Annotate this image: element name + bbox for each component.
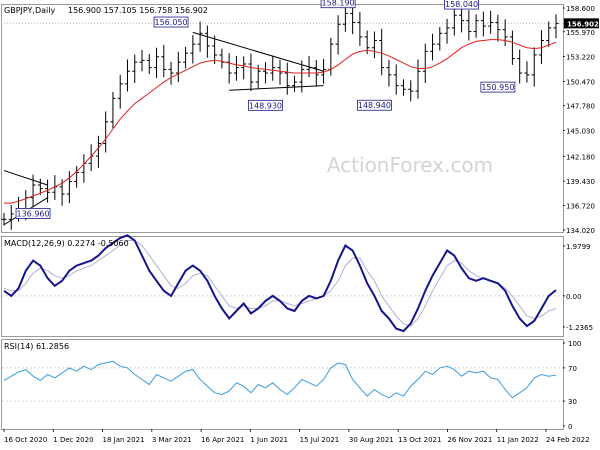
price-annotations: 156.050 158.190 158.040 136.960 148.930 148.9… bbox=[15, 0, 516, 219]
price-y-axis: 158.600 155.970 153.220 150.470 147.780 145.0… bbox=[563, 5, 599, 235]
annotation-box bbox=[480, 81, 516, 93]
moving-average-line bbox=[4, 39, 557, 204]
annotation-label: 136.960 bbox=[17, 209, 50, 218]
y-tick-label: 136.720 bbox=[566, 203, 595, 211]
rsi-line bbox=[3, 360, 557, 399]
x-tick-label: 3 Mar 2021 bbox=[152, 436, 192, 444]
annotation-box bbox=[15, 208, 51, 219]
x-tick-label: 1 Dec 2020 bbox=[53, 436, 93, 444]
price-panel-title: GBPJPY,Daily bbox=[4, 6, 55, 15]
annotation-label: 150.950 bbox=[481, 83, 514, 92]
x-axis: 16 Oct 2020 1 Dec 2020 18 Jan 2021 3 Mar 20… bbox=[3, 429, 590, 444]
x-tick-label: 18 Jan 2021 bbox=[103, 436, 145, 444]
annotation-label: 148.940 bbox=[358, 101, 391, 110]
macd-panel bbox=[2, 234, 563, 333]
annotation-box bbox=[248, 99, 283, 111]
ohlc-readout: 156.900 157.105 156.758 156.902 bbox=[68, 6, 208, 15]
x-tick-label: 1 Jun 2021 bbox=[250, 436, 288, 444]
rsi-panel-frame bbox=[1, 339, 564, 430]
x-tick-label: 16 Oct 2020 bbox=[4, 436, 47, 444]
y-tick-label: 142.180 bbox=[566, 153, 595, 161]
price-panel: 156.050 158.190 158.040 136.960 148.930 148.9… bbox=[1, 0, 563, 230]
y-tick-label: 158.600 bbox=[566, 5, 595, 13]
x-tick-label: 26 Nov 2021 bbox=[447, 436, 492, 444]
annotation-box bbox=[153, 16, 189, 28]
annotation-box bbox=[357, 99, 392, 111]
rsi-panel-title: RSI(14) 61.2856 bbox=[4, 342, 69, 351]
rsi-y-axis: 100 70 30 0 bbox=[563, 340, 581, 431]
y-tick-label: 1.9799 bbox=[566, 243, 591, 251]
y-tick-label: 100 bbox=[568, 340, 581, 348]
annotation-box bbox=[320, 0, 356, 9]
watermark: ActionForex.com bbox=[327, 153, 493, 177]
y-tick-label: 70 bbox=[568, 365, 577, 373]
y-tick-label: 139.430 bbox=[566, 178, 595, 186]
price-panel-frame bbox=[1, 4, 564, 233]
y-tick-label: 147.780 bbox=[566, 103, 595, 111]
x-tick-label: 13 Oct 2021 bbox=[398, 436, 441, 444]
macd-panel-frame bbox=[1, 236, 564, 337]
annotation-box bbox=[444, 0, 479, 10]
x-tick-label: 24 Feb 2022 bbox=[546, 436, 590, 444]
x-tick-label: 30 Aug 2021 bbox=[349, 436, 394, 444]
current-price-marker bbox=[564, 18, 599, 29]
x-tick-label: 11 Jan 2022 bbox=[497, 436, 539, 444]
y-tick-label: 0 bbox=[568, 423, 572, 431]
annotation-label: 158.190 bbox=[322, 0, 355, 8]
rsi-panel bbox=[2, 360, 563, 402]
macd-panel-title: MACD(12,26,9) 0.2274 -0.5060 bbox=[4, 239, 129, 248]
current-price-label: 156.902 bbox=[567, 20, 599, 28]
annotation-label: 156.050 bbox=[155, 18, 188, 27]
y-tick-label: 30 bbox=[568, 398, 577, 406]
y-tick-label: 153.220 bbox=[566, 54, 595, 62]
y-tick-label: 150.470 bbox=[566, 78, 595, 86]
macd-line bbox=[3, 234, 557, 333]
annotation-label: 148.930 bbox=[249, 101, 282, 110]
x-tick-label: 15 Jul 2021 bbox=[300, 436, 340, 444]
y-tick-label: 0.00 bbox=[566, 293, 582, 301]
x-tick-label: 16 Apr 2021 bbox=[201, 436, 244, 444]
wedge-lower-line bbox=[229, 85, 324, 91]
annotation-label: 158.040 bbox=[445, 0, 478, 9]
y-tick-label: 145.030 bbox=[566, 128, 595, 136]
macd-y-axis: 1.9799 0.00 -1.2365 bbox=[563, 243, 593, 332]
y-tick-label: 134.020 bbox=[566, 227, 595, 235]
y-tick-label: -1.2365 bbox=[566, 324, 593, 332]
y-tick-label: 155.970 bbox=[566, 29, 595, 37]
